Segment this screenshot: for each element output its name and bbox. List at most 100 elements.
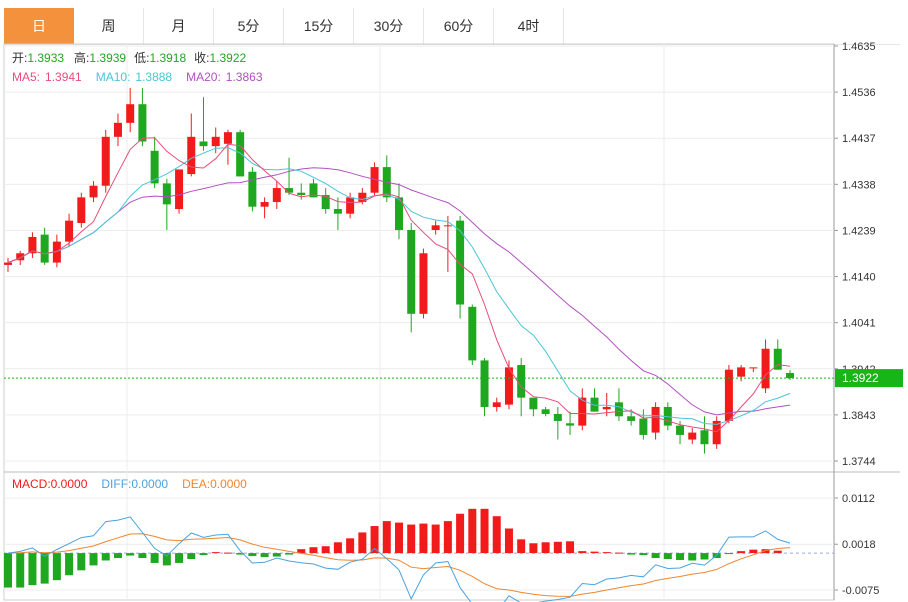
macd-bar bbox=[187, 553, 196, 560]
macd-bar bbox=[737, 551, 746, 554]
candle-body bbox=[590, 397, 599, 412]
macd-bar bbox=[370, 526, 379, 554]
candle-body bbox=[358, 192, 367, 203]
candle-body bbox=[676, 425, 685, 435]
macd-bar bbox=[236, 553, 245, 555]
candle-body bbox=[150, 150, 159, 184]
macd-bar bbox=[28, 553, 37, 586]
macd-bar bbox=[382, 521, 391, 554]
candle-body bbox=[517, 365, 526, 398]
candle-body bbox=[541, 409, 550, 414]
tab-4[interactable]: 5分 bbox=[214, 8, 284, 44]
macd-bar bbox=[541, 542, 550, 554]
macd-bar bbox=[199, 553, 208, 556]
ma20-label: MA20: bbox=[186, 70, 221, 84]
chart-frame bbox=[3, 43, 835, 601]
macd-bar bbox=[419, 523, 428, 554]
ma10-label: MA10: bbox=[96, 70, 131, 84]
candle-body bbox=[346, 197, 355, 214]
candle-body bbox=[480, 360, 489, 407]
macd-value: 0.0000 bbox=[51, 477, 88, 491]
macd-bar bbox=[101, 553, 110, 561]
candle-body bbox=[52, 241, 61, 263]
ma20-value: 1.3863 bbox=[226, 70, 263, 84]
tab-5[interactable]: 15分 bbox=[284, 8, 354, 44]
tab-2[interactable]: 周 bbox=[74, 8, 144, 44]
macd-bar bbox=[113, 553, 122, 559]
macd-bar bbox=[431, 524, 440, 554]
macd-bar bbox=[724, 553, 733, 555]
candle-body bbox=[419, 253, 428, 314]
candle-body bbox=[443, 225, 452, 227]
macd-bar bbox=[65, 553, 74, 576]
candle-body bbox=[211, 136, 220, 147]
price-tick-label: 1.4239 bbox=[842, 225, 876, 237]
candle-body bbox=[370, 167, 379, 193]
candle-body bbox=[761, 348, 770, 389]
macd-bar bbox=[272, 553, 281, 557]
candle-body bbox=[77, 197, 86, 223]
dea-value: 0.0000 bbox=[210, 477, 247, 491]
low-label: 低: bbox=[134, 51, 149, 65]
macd-bar bbox=[162, 553, 171, 566]
candle-body bbox=[4, 262, 12, 265]
ma20-line bbox=[7, 167, 791, 416]
candle-body bbox=[223, 132, 232, 144]
tab-1[interactable]: 日 bbox=[4, 8, 74, 44]
candle-body bbox=[566, 423, 575, 426]
macd-bar bbox=[614, 552, 623, 554]
ma5-label: MA5: bbox=[12, 70, 40, 84]
candle-body bbox=[16, 253, 25, 261]
candle-body bbox=[529, 397, 538, 410]
tab-8[interactable]: 4时 bbox=[494, 8, 564, 44]
candle-body bbox=[639, 418, 648, 435]
macd-bar bbox=[248, 553, 257, 557]
open-value: 1.3933 bbox=[27, 51, 64, 65]
macd-bar bbox=[761, 549, 770, 554]
diff-label: DIFF: bbox=[101, 477, 131, 491]
macd-bar bbox=[517, 539, 526, 554]
macd-bar bbox=[688, 553, 697, 561]
dea-label: DEA: bbox=[182, 477, 210, 491]
macd-bar bbox=[346, 538, 355, 554]
macd-tick-label: 0.0112 bbox=[842, 493, 875, 505]
candle-body bbox=[407, 229, 416, 314]
macd-bar bbox=[676, 553, 685, 560]
candle-body bbox=[89, 185, 98, 198]
candle-body bbox=[773, 348, 782, 370]
candle-body bbox=[663, 406, 672, 426]
macd-bar bbox=[700, 553, 709, 560]
candle-body bbox=[737, 367, 746, 377]
candle-body bbox=[700, 430, 709, 445]
macd-bar bbox=[150, 553, 159, 563]
candle-body bbox=[553, 413, 562, 421]
ma10-line bbox=[7, 147, 791, 425]
candle-body bbox=[578, 397, 587, 426]
open-label: 开: bbox=[12, 51, 27, 65]
macd-bar bbox=[443, 521, 452, 554]
macd-bar bbox=[590, 551, 599, 554]
diff-value: 0.0000 bbox=[131, 477, 168, 491]
macd-bar bbox=[211, 552, 220, 554]
candle-body bbox=[162, 183, 171, 205]
macd-bar bbox=[492, 516, 501, 554]
macd-bar bbox=[773, 550, 782, 554]
candle-body bbox=[187, 136, 196, 175]
macd-bar bbox=[126, 553, 135, 556]
macd-bar bbox=[309, 547, 318, 554]
diff-line bbox=[7, 516, 791, 602]
tab-7[interactable]: 60分 bbox=[424, 8, 494, 44]
macd-bar bbox=[40, 553, 49, 584]
candle-body bbox=[724, 369, 733, 421]
candle-body bbox=[199, 141, 208, 147]
last-price-label: 1.3922 bbox=[842, 371, 879, 385]
macd-bar bbox=[260, 553, 269, 558]
candle-body bbox=[712, 420, 721, 445]
tab-6[interactable]: 30分 bbox=[354, 8, 424, 44]
tab-3[interactable]: 月 bbox=[144, 8, 214, 44]
price-tick-label: 1.3843 bbox=[842, 410, 876, 422]
candle-body bbox=[602, 406, 611, 410]
macd-bar bbox=[175, 553, 184, 563]
macd-bar bbox=[77, 553, 86, 571]
